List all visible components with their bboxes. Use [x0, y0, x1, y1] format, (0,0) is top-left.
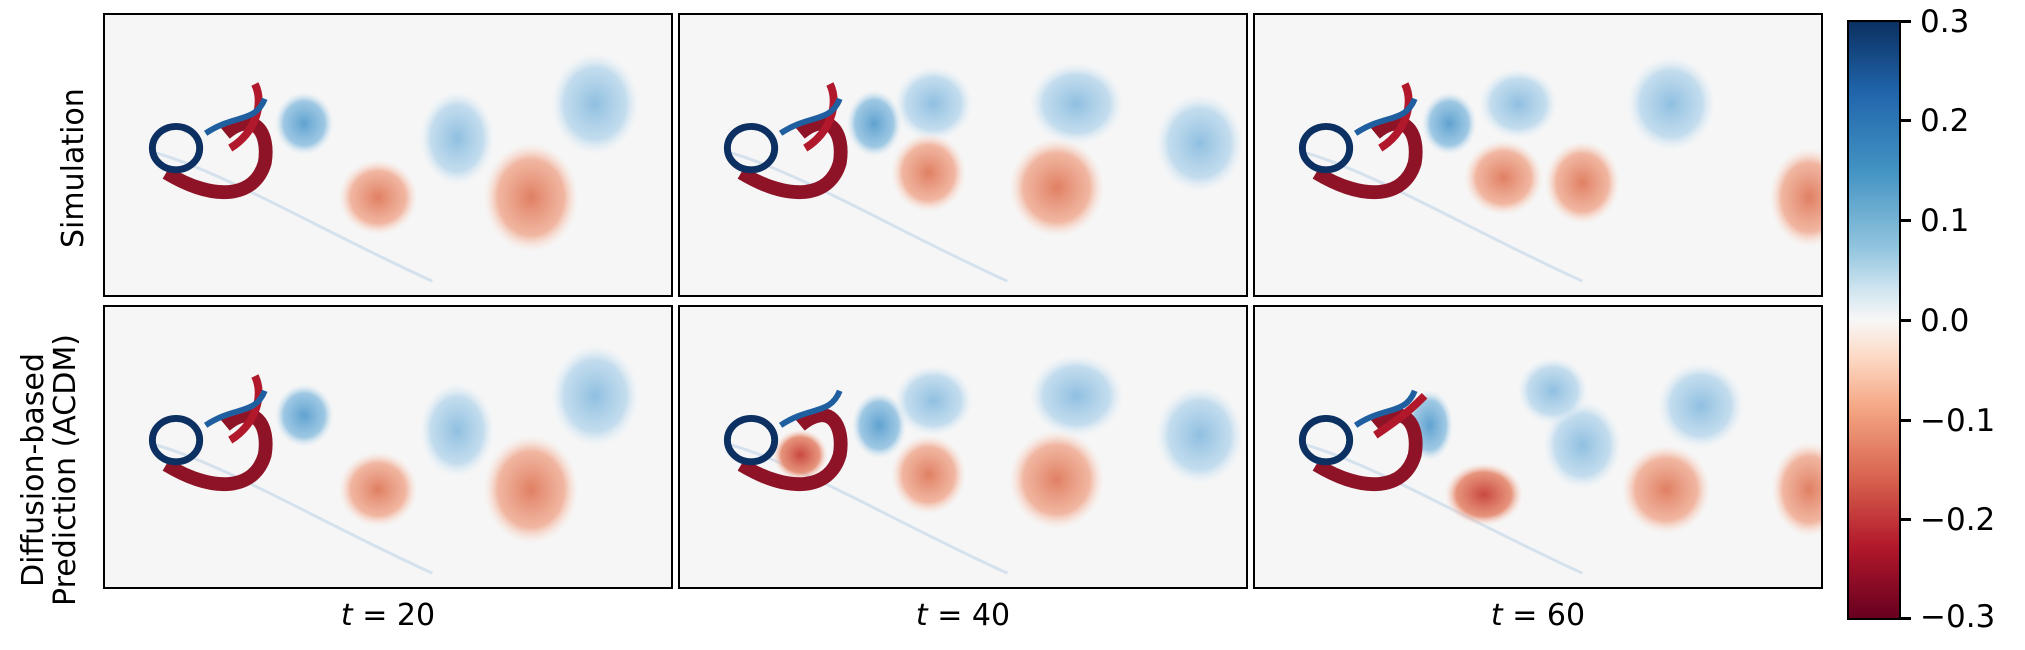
time-variable: t	[1490, 598, 1503, 633]
colorbar-tick-label: 0.3	[1920, 4, 1970, 40]
row-label-prediction-line2: Prediction (ACDM)	[48, 334, 83, 606]
time-value: = 60	[1502, 598, 1586, 633]
colorbar-tick	[1899, 119, 1911, 122]
colorbar-tick	[1899, 20, 1911, 23]
time-value: = 20	[352, 598, 436, 633]
colorbar	[1847, 20, 1901, 620]
panel-simulation-t60	[1253, 13, 1823, 297]
colorbar-tick	[1899, 319, 1911, 322]
colorbar-tick-label: 0.2	[1920, 103, 1970, 139]
vorticity-field	[723, 354, 1244, 575]
column-label-t60: t = 60	[1253, 598, 1823, 633]
vorticity-field	[1298, 56, 1821, 283]
vorticity-field	[148, 52, 640, 283]
colorbar-tick-label: 0.1	[1920, 203, 1970, 239]
colorbar-tick-label: −0.3	[1920, 599, 1996, 635]
vorticity-field	[723, 62, 1244, 283]
column-label-t40: t = 40	[678, 598, 1248, 633]
panel-prediction-t60	[1253, 305, 1823, 589]
vorticity-field	[1298, 357, 1821, 575]
panel-simulation-t20	[103, 13, 673, 297]
column-label-t20: t = 20	[103, 598, 673, 633]
colorbar-tick	[1899, 518, 1911, 521]
time-variable: t	[340, 598, 353, 633]
colorbar-tick-label: −0.2	[1920, 502, 1996, 538]
colorbar-tick	[1899, 219, 1911, 222]
panel-prediction-t40	[678, 305, 1248, 589]
colorbar-tick-label: −0.1	[1920, 403, 1996, 439]
row-label-prediction-line1: Diffusion-based	[16, 353, 51, 587]
colorbar-tick	[1899, 617, 1911, 620]
panel-prediction-t20	[103, 305, 673, 589]
vorticity-field	[148, 344, 640, 575]
time-variable: t	[915, 598, 928, 633]
row-label-prediction: Diffusion-based Prediction (ACDM)	[16, 334, 83, 606]
row-label-simulation: Simulation	[56, 88, 91, 248]
colorbar-tick	[1899, 419, 1911, 422]
colorbar-tick-label: 0.0	[1920, 303, 1970, 339]
time-value: = 40	[927, 598, 1011, 633]
panel-simulation-t40	[678, 13, 1248, 297]
